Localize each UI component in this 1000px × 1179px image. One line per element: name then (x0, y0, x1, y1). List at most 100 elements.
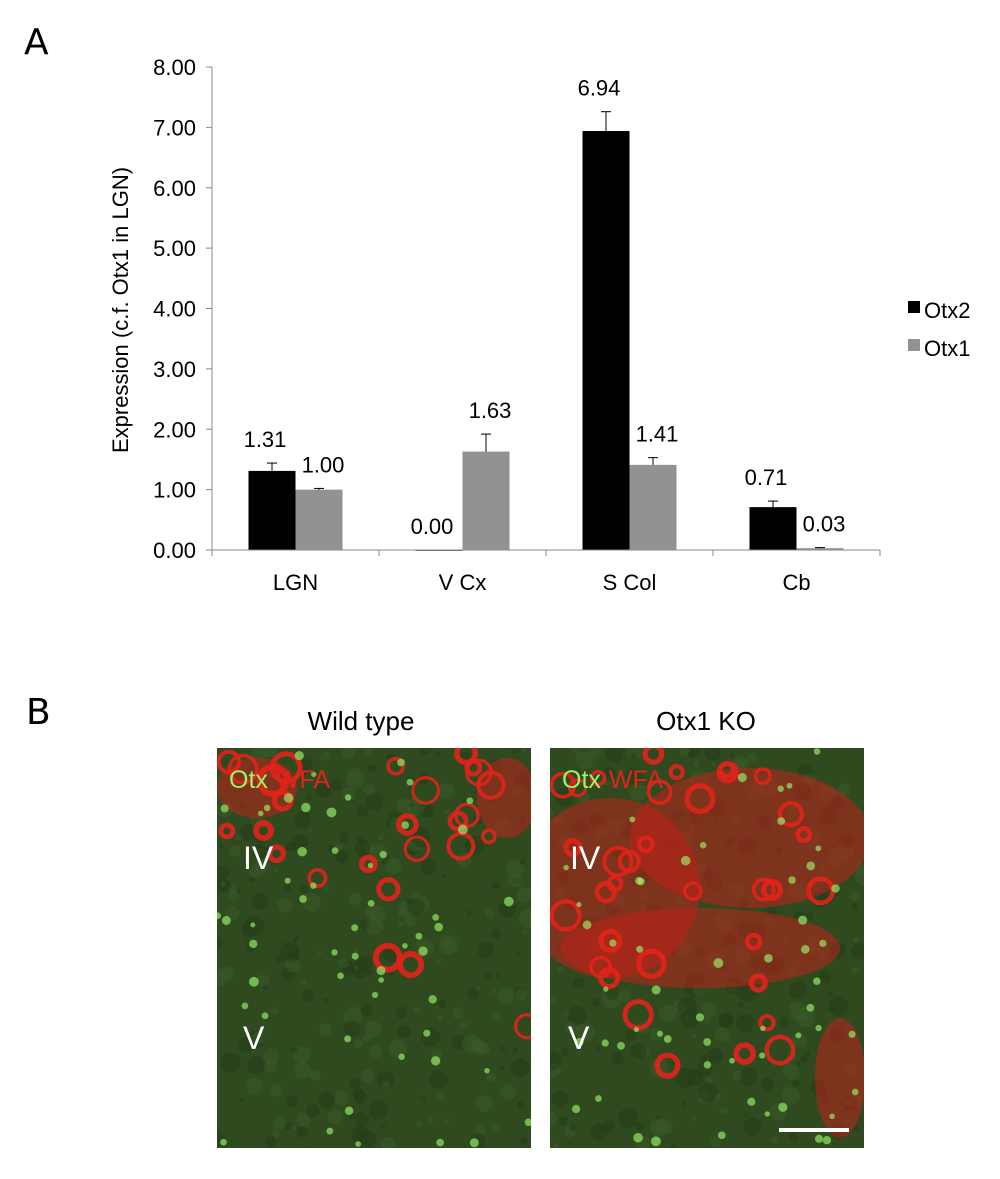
tissue-texture (293, 1045, 311, 1064)
tissue-texture (519, 859, 526, 866)
otx-nucleus (351, 924, 359, 932)
tissue-texture (655, 1118, 673, 1136)
otx-nucleus (576, 901, 582, 908)
tissue-texture (491, 881, 500, 890)
wfa-cell (568, 778, 588, 798)
tissue-texture (364, 1020, 382, 1038)
tissue-texture (771, 1136, 779, 1143)
tissue-texture (510, 1058, 530, 1077)
tissue-texture (594, 1045, 602, 1052)
tissue-texture (219, 880, 227, 888)
tissue-texture (704, 748, 721, 761)
tissue-texture (550, 1052, 562, 1071)
tissue-texture (682, 1101, 687, 1107)
tissue-texture (495, 972, 501, 979)
otx-nucleus (651, 985, 661, 995)
legend-swatch-otx1 (908, 339, 920, 351)
wfa-cell (646, 779, 673, 805)
tissue-texture (285, 841, 296, 852)
tissue-texture (256, 974, 270, 987)
tissue-texture (691, 1116, 697, 1122)
otx-nucleus (371, 991, 379, 999)
otx-nucleus (571, 1104, 581, 1114)
wfa-cell (637, 835, 655, 853)
wfa-cell (753, 767, 772, 785)
tissue-texture (247, 1056, 266, 1075)
otx-nucleus (401, 821, 410, 829)
tissue-texture (253, 859, 269, 874)
wfa-cell (359, 854, 378, 874)
otx-nucleus (729, 1057, 735, 1064)
tissue-texture (409, 802, 414, 808)
tissue-texture (719, 1011, 734, 1027)
tissue-texture (264, 1136, 277, 1148)
otx-nucleus (457, 824, 468, 835)
otx-nucleus (737, 772, 747, 783)
tissue-texture (381, 1136, 396, 1148)
tissue-texture (442, 873, 447, 879)
scale-bar (779, 1128, 849, 1132)
tissue-texture (605, 748, 624, 763)
wfa-cell (748, 973, 768, 993)
y-tick-label: 4.00 (153, 297, 196, 322)
x-tick-label: Cb (782, 570, 810, 595)
tissue-texture (437, 1015, 443, 1021)
otx-nucleus (563, 864, 569, 871)
otx-nucleus (248, 976, 259, 987)
stain-legend: Otx WFA (229, 766, 330, 795)
otx-nucleus (759, 1052, 766, 1059)
otx-nucleus (436, 1138, 445, 1147)
otx-nucleus (284, 877, 291, 884)
wfa-cell (372, 942, 403, 973)
tissue-texture (300, 979, 307, 986)
y-tick-label: 2.00 (153, 417, 196, 442)
tissue-texture (407, 897, 425, 916)
tissue-texture (217, 970, 227, 988)
tissue-texture (357, 836, 365, 844)
tissue-texture (354, 965, 359, 970)
tissue-texture (365, 792, 384, 811)
tissue-texture (339, 832, 350, 843)
tissue-texture (852, 936, 859, 943)
tissue-texture (299, 884, 309, 894)
tissue-texture (309, 1069, 321, 1081)
tissue-texture (550, 809, 554, 817)
tissue-texture (420, 857, 438, 875)
otx-nucleus (680, 855, 691, 866)
tissue-texture (605, 986, 620, 1000)
tissue-texture (322, 997, 329, 1003)
tissue-texture (445, 1118, 450, 1123)
tissue-texture (228, 844, 241, 857)
otx-nucleus (651, 1136, 661, 1147)
y-tick-label: 0.00 (153, 538, 196, 563)
otx-nucleus (635, 876, 643, 885)
tissue-texture (635, 1121, 645, 1131)
otx-nucleus (221, 916, 231, 925)
tissue-texture (851, 903, 859, 911)
tissue-texture (444, 809, 451, 816)
tissue-texture (618, 1108, 639, 1129)
bar-chart: 0.00 1.00 2.00 3.00 4.00 5.00 6.00 7.00 8.00 1.3… (108, 55, 970, 595)
tissue-texture (428, 1069, 449, 1090)
tissue-texture (354, 1038, 364, 1049)
otx-nucleus (806, 861, 816, 871)
tissue-texture (437, 999, 447, 1008)
panel-label-a: A (24, 22, 49, 63)
tissue-texture (510, 748, 520, 754)
tissue-texture (349, 1077, 361, 1089)
tissue-texture (591, 998, 600, 1007)
otx-nucleus (778, 1102, 788, 1112)
tissue-texture (388, 1039, 407, 1058)
wfa-cell (386, 756, 406, 776)
y-tick-label: 3.00 (153, 357, 196, 382)
otx-nucleus (331, 949, 338, 956)
tissue-texture (354, 1112, 369, 1127)
tissue-texture (778, 1016, 789, 1027)
otx-nucleus (800, 945, 810, 954)
wfa-cell (550, 899, 582, 932)
tissue-texture (550, 997, 557, 1005)
tissue-texture (419, 1093, 428, 1102)
data-label: 1.31 (244, 427, 287, 452)
otx-nucleus (423, 1029, 431, 1037)
tissue-texture (413, 1006, 421, 1014)
